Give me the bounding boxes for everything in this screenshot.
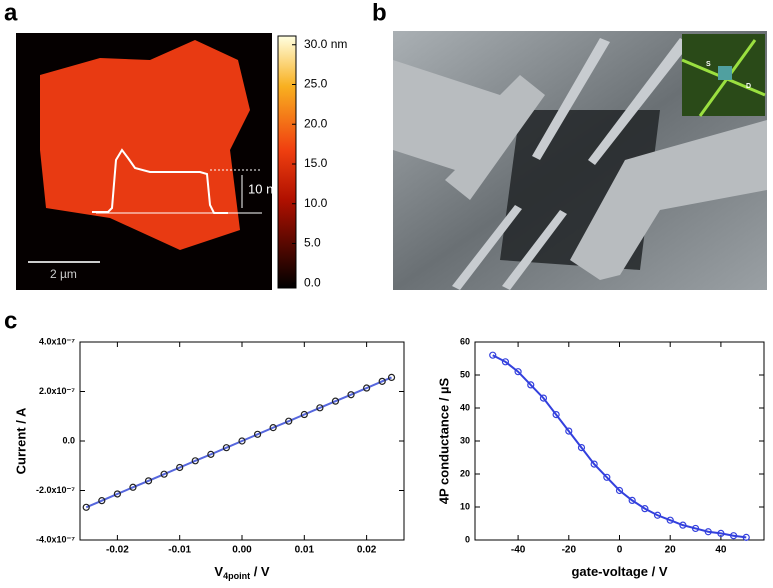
x-tick-label: -0.02 [106,545,129,556]
data-point [160,470,168,478]
y-tick-label: 30 [460,435,470,445]
x-axis-title-part: gate-voltage / V [571,564,667,579]
x-tick-label: -40 [511,545,526,556]
data-point [316,404,324,412]
data-line [492,354,747,539]
x-tick-label: -20 [562,545,577,556]
x-axis-title-part: 4point [223,571,250,581]
colorbar-tick-label: 15.0 [304,156,328,170]
x-axis-title: gate-voltage / V [571,564,667,579]
data-point [113,490,121,498]
y-axis-title: Current / A [13,407,28,474]
x-tick-label: 0.01 [295,545,315,556]
data-point [539,394,548,402]
colorbar [277,35,297,289]
data-point [300,410,308,419]
y-tick-label: 0.0 [62,435,75,445]
data-point [347,391,355,399]
data-point [615,486,624,495]
y-axis-title: 4P conductance / µS [436,377,451,504]
x-tick-label: 0.00 [232,545,252,556]
x-tick-label: 40 [715,545,727,556]
x-tick-label: 0 [617,545,623,556]
data-point [363,384,371,392]
data-point [704,528,712,536]
data-point [238,437,246,445]
data-point [82,503,90,511]
y-tick-label: 10 [460,501,470,511]
y-tick-label: 20 [460,468,470,478]
data-point [590,460,598,468]
data-point [628,496,636,504]
x-tick-label: 0.02 [357,545,377,556]
data-point [489,351,497,359]
data-point [191,457,199,465]
y-tick-label: -2.0x10⁻⁷ [36,485,75,495]
x-tick-label: 20 [665,545,677,556]
data-point [144,477,153,485]
data-point [378,377,386,385]
inset-label: S [706,61,711,68]
data-point [552,411,560,419]
y-tick-label: 60 [460,336,470,346]
y-tick-label: 0 [465,534,470,544]
step-label: 10 nm [248,181,284,196]
data-point [742,533,750,541]
data-point [717,529,725,538]
afm-image: 10 nm 2 µm [16,33,284,290]
colorbar-tick-label: 0.0 [304,275,321,289]
inset-label: D [746,83,751,90]
data-point [176,463,184,472]
data-point [253,430,262,438]
y-tick-label: 40 [460,402,470,412]
panel-label: c [4,307,17,334]
data-point [387,373,396,381]
data-line [85,376,392,509]
data-point [285,417,293,425]
panel-label: b [372,0,387,26]
x-tick-label: -0.01 [168,545,191,556]
colorbar-tick-label: 25.0 [304,77,328,91]
data-point [679,521,687,529]
colorbar-tick-label: 5.0 [304,236,321,250]
data-point [207,450,215,458]
data-point [331,397,340,405]
data-point [501,358,510,366]
data-point [691,524,700,533]
y-tick-label: -4.0x10⁻⁷ [36,534,75,544]
data-point [729,532,738,540]
x-axis-title: V4point / V [214,564,270,581]
data-point [565,427,573,435]
y-tick-label: 50 [460,369,470,379]
data-point [641,505,649,513]
scale-label: 2 µm [50,267,77,281]
colorbar-tick-label: 10.0 [304,196,328,210]
colorbar-tick-label: 20.0 [304,116,328,130]
data-point [98,497,106,505]
data-point [653,511,662,519]
data-point [527,381,535,389]
data-point [514,368,522,376]
data-point [666,516,674,524]
panel-label: a [4,0,18,26]
data-point [603,473,611,481]
sem-image: S D [393,31,767,290]
data-point [129,483,137,491]
colorbar-tick-label: 30.0 nm [304,37,347,51]
data-point [577,444,586,452]
y-tick-label: 4.0x10⁻⁷ [39,336,75,346]
data-point [222,444,231,452]
data-point [269,424,277,432]
x-axis-title-part: V [214,564,223,579]
y-tick-label: 2.0x10⁻⁷ [39,386,75,396]
x-axis-title-part: / V [250,564,270,579]
